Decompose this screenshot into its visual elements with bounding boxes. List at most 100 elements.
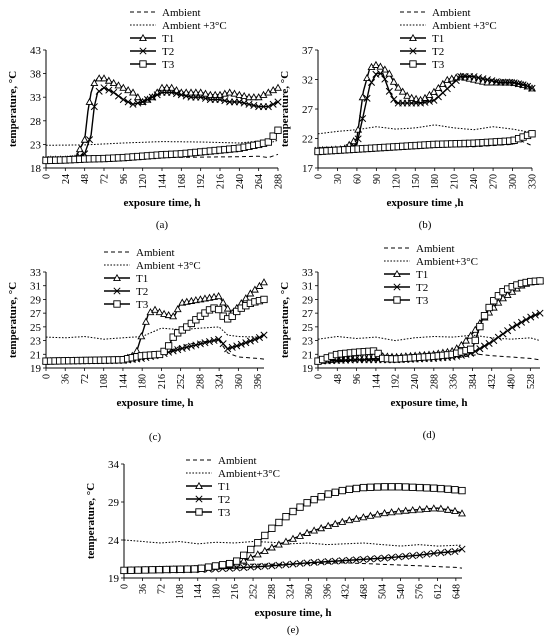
y-tick-label: 23	[30, 336, 42, 348]
data-point	[134, 566, 142, 574]
legend-marker	[195, 508, 203, 516]
data-point	[380, 483, 389, 491]
legend-marker	[139, 60, 147, 68]
data-point	[210, 336, 218, 345]
data-point	[274, 540, 283, 548]
data-point	[253, 550, 262, 558]
data-point	[536, 277, 544, 285]
data-point	[483, 76, 491, 84]
x-axis-title: exposure time, h	[123, 197, 200, 209]
chart-panel-2: 17 22 27 32 37 0 30 60 90 120 150 180 210 240 270 300 33…	[279, 7, 539, 231]
x-tick-label: 0	[314, 374, 325, 379]
data-point	[490, 336, 498, 345]
x-tick-label: 528	[526, 374, 537, 389]
data-point	[402, 552, 410, 560]
data-point	[359, 513, 368, 521]
x-tick-label: 108	[175, 584, 186, 599]
data-point	[389, 77, 398, 85]
data-point	[281, 537, 290, 545]
data-point	[255, 281, 264, 289]
data-point	[264, 138, 272, 146]
data-point	[310, 495, 318, 504]
data-point	[247, 545, 255, 554]
data-point	[437, 484, 445, 493]
x-tick-label: 264	[254, 174, 265, 189]
data-point	[104, 76, 113, 84]
x-tick-label: 120	[391, 174, 402, 189]
x-axis-title: exposure time, h	[390, 397, 467, 409]
data-point	[141, 566, 149, 574]
data-point	[444, 485, 452, 493]
data-point	[275, 561, 283, 569]
series-line	[45, 139, 279, 146]
data-point	[114, 81, 123, 89]
x-tick-label: 30	[333, 174, 344, 184]
data-point	[205, 338, 214, 346]
data-point	[296, 503, 304, 511]
data-point	[114, 92, 123, 100]
data-point	[223, 304, 232, 312]
x-axis-title: exposure time ,h	[386, 197, 463, 209]
data-point	[119, 96, 127, 104]
data-point	[408, 505, 417, 514]
legend-marker	[393, 283, 401, 291]
x-tick-label: 180	[138, 374, 149, 389]
data-point	[187, 88, 195, 96]
legend-label: T1	[416, 269, 428, 281]
data-point	[373, 554, 382, 563]
data-point	[237, 340, 245, 348]
data-point	[402, 483, 410, 491]
data-point	[187, 342, 195, 350]
y-tick-label: 24	[108, 535, 120, 547]
data-point	[264, 103, 272, 111]
x-tick-label: 96	[352, 374, 363, 384]
legend-label: Ambient +3°C	[162, 20, 227, 32]
data-point	[527, 313, 535, 321]
y-tick-label: 43	[30, 45, 42, 57]
legend-label: Ambient	[416, 243, 455, 255]
x-axis-title: exposure time, h	[116, 397, 193, 409]
x-tick-label: 36	[138, 584, 149, 594]
y-tick-label: 31	[30, 281, 41, 293]
data-point	[387, 508, 396, 516]
panel-label: (b)	[419, 219, 432, 231]
data-point	[139, 98, 147, 106]
data-point	[359, 483, 368, 492]
data-point	[261, 531, 269, 540]
x-tick-label: 252	[249, 584, 260, 599]
y-tick-label: 32	[302, 75, 313, 87]
chart-panel-1: 18 23 28 33 38 43 0 24 48 72 96 120 144 168 192 216 240 2…	[7, 7, 285, 231]
data-point	[451, 486, 459, 494]
y-tick-label: 25	[30, 322, 42, 334]
y-axis-title: temperature, °C	[85, 483, 97, 559]
data-point	[245, 93, 253, 101]
series-ambient-3-c	[317, 334, 541, 342]
data-point	[176, 565, 184, 573]
chart-panel-5: 19 24 29 34 0 36 72 108 144 180 216 252 288 324 360 396…	[85, 455, 466, 636]
y-axis-title: temperature, °C	[7, 282, 19, 358]
data-point	[137, 332, 146, 340]
data-point	[191, 88, 200, 96]
data-point	[494, 333, 502, 341]
data-point	[190, 565, 199, 573]
y-tick-label: 33	[30, 92, 42, 104]
y-axis-title: temperature, °C	[279, 282, 291, 358]
legend-label: T1	[432, 33, 444, 45]
data-point	[225, 559, 234, 568]
series-t3	[42, 126, 282, 165]
data-point	[528, 84, 536, 92]
data-point	[155, 308, 164, 316]
legend-label: T2	[218, 494, 230, 506]
data-point	[85, 97, 94, 105]
x-tick-label: 468	[359, 584, 370, 599]
panel-label: (d)	[423, 429, 436, 441]
data-point	[366, 511, 375, 519]
y-tick-label: 23	[30, 139, 42, 151]
data-point	[100, 74, 108, 82]
legend-label: T3	[416, 295, 429, 307]
data-point	[403, 91, 412, 99]
legend-label: T3	[162, 59, 175, 71]
